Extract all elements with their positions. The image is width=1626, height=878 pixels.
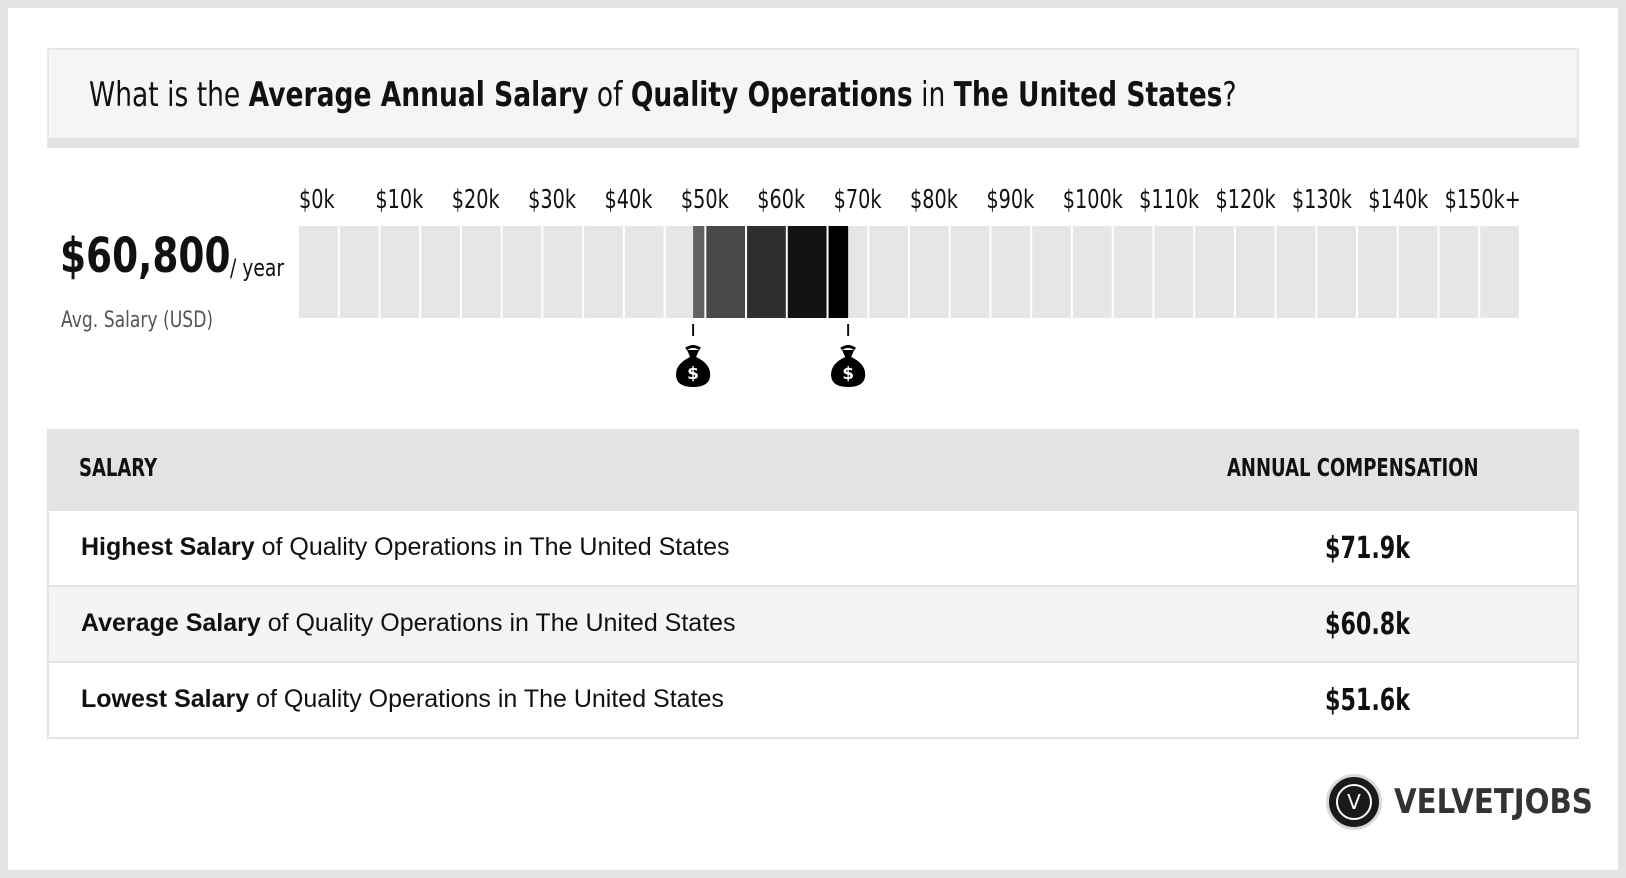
- axis-cell: [584, 226, 623, 318]
- average-salary-label: Avg. Salary (USD): [61, 308, 214, 333]
- tick-label: $40k: [605, 185, 653, 215]
- tick-label: $50k: [681, 185, 729, 215]
- axis-cell: [461, 226, 501, 318]
- axis-cell: [299, 226, 338, 318]
- axis-cell: [1439, 226, 1479, 318]
- tick-label: $60k: [757, 185, 805, 215]
- axis-cell: [380, 226, 420, 318]
- axis-cell: [991, 226, 1031, 318]
- tick-label: $10k: [375, 185, 423, 215]
- svg-text:$: $: [687, 364, 699, 384]
- tick-label: $100k: [1063, 185, 1124, 215]
- row-amount: $71.9k: [1325, 531, 1410, 566]
- tick-label: $70k: [834, 185, 882, 215]
- row-label: Lowest Salary of Quality Operations in T…: [81, 685, 724, 713]
- axis-cell: [1195, 226, 1234, 318]
- tick-label: $80k: [910, 185, 958, 215]
- tick-label: $20k: [452, 185, 500, 215]
- axis-cell: [1235, 226, 1275, 318]
- average-salary-value: $60,800: [60, 228, 231, 284]
- salary-table: SALARY ANNUAL COMPENSATION Highest Salar…: [47, 429, 1579, 739]
- average-salary: $60,800 / year: [60, 228, 284, 284]
- row-amount: $51.6k: [1325, 683, 1410, 718]
- axis-cell: [1358, 226, 1397, 318]
- table-row: Average Salary of Quality Operations in …: [49, 585, 1577, 661]
- tick-label: $30k: [528, 185, 576, 215]
- axis-cell: [950, 226, 990, 318]
- axis-cell: [1398, 226, 1438, 318]
- axis-cell: [1276, 226, 1316, 318]
- axis-cell: [1072, 226, 1112, 318]
- logo-wordmark: VELVETJOBS: [1394, 782, 1593, 822]
- svg-text:$: $: [842, 364, 854, 384]
- salary-range-chart: $0k $10k $20k $30k $40k $50k $60k $70k $80k $90k $…: [299, 185, 1521, 387]
- table-row: Highest Salary of Quality Operations in …: [49, 509, 1577, 585]
- salary-range-bar: [693, 226, 705, 318]
- tick-label: $130k: [1292, 185, 1353, 215]
- tick-label: $120k: [1216, 185, 1277, 215]
- table-row: Lowest Salary of Quality Operations in T…: [49, 661, 1577, 737]
- tick-label: $110k: [1139, 185, 1200, 215]
- row-label: Average Salary of Quality Operations in …: [81, 609, 736, 637]
- axis-cell: [502, 226, 542, 318]
- axis-cell: [1032, 226, 1071, 318]
- money-bag-icon: $: [676, 345, 711, 387]
- average-salary-unit: / year: [230, 254, 285, 282]
- axis-cell: [1113, 226, 1153, 318]
- axis-cell: [910, 226, 949, 318]
- salary-range-bar: [828, 226, 849, 318]
- money-bag-icon: $: [831, 345, 866, 387]
- salary-range-bar: [747, 226, 786, 318]
- header-annual-compensation: ANNUAL COMPENSATION: [1227, 453, 1479, 482]
- axis-cell: [339, 226, 379, 318]
- axis-cell: [543, 226, 583, 318]
- row-amount: $60.8k: [1325, 607, 1410, 642]
- axis-cell: [1154, 226, 1194, 318]
- axis-cell: [624, 226, 664, 318]
- salary-card: What is the Average Annual Salary of Qua…: [8, 8, 1618, 870]
- page-title: What is the Average Annual Salary of Qua…: [89, 75, 1237, 115]
- salary-range-bar: [706, 226, 746, 318]
- axis-cell: [421, 226, 460, 318]
- row-label: Highest Salary of Quality Operations in …: [81, 533, 730, 561]
- logo-mark: V: [1326, 774, 1382, 830]
- header-salary: SALARY: [79, 453, 158, 482]
- table-header: SALARY ANNUAL COMPENSATION: [49, 429, 1577, 509]
- title-box: What is the Average Annual Salary of Qua…: [47, 48, 1579, 148]
- tick-label: $0k: [299, 185, 335, 215]
- axis-cell: [869, 226, 908, 318]
- tick-label: $140k: [1368, 185, 1429, 215]
- salary-range-bar: [787, 226, 827, 318]
- axis-cell: [1317, 226, 1357, 318]
- axis-cell: [1480, 226, 1519, 318]
- tick-label: $150k+: [1445, 185, 1521, 215]
- tick-label: $90k: [986, 185, 1034, 215]
